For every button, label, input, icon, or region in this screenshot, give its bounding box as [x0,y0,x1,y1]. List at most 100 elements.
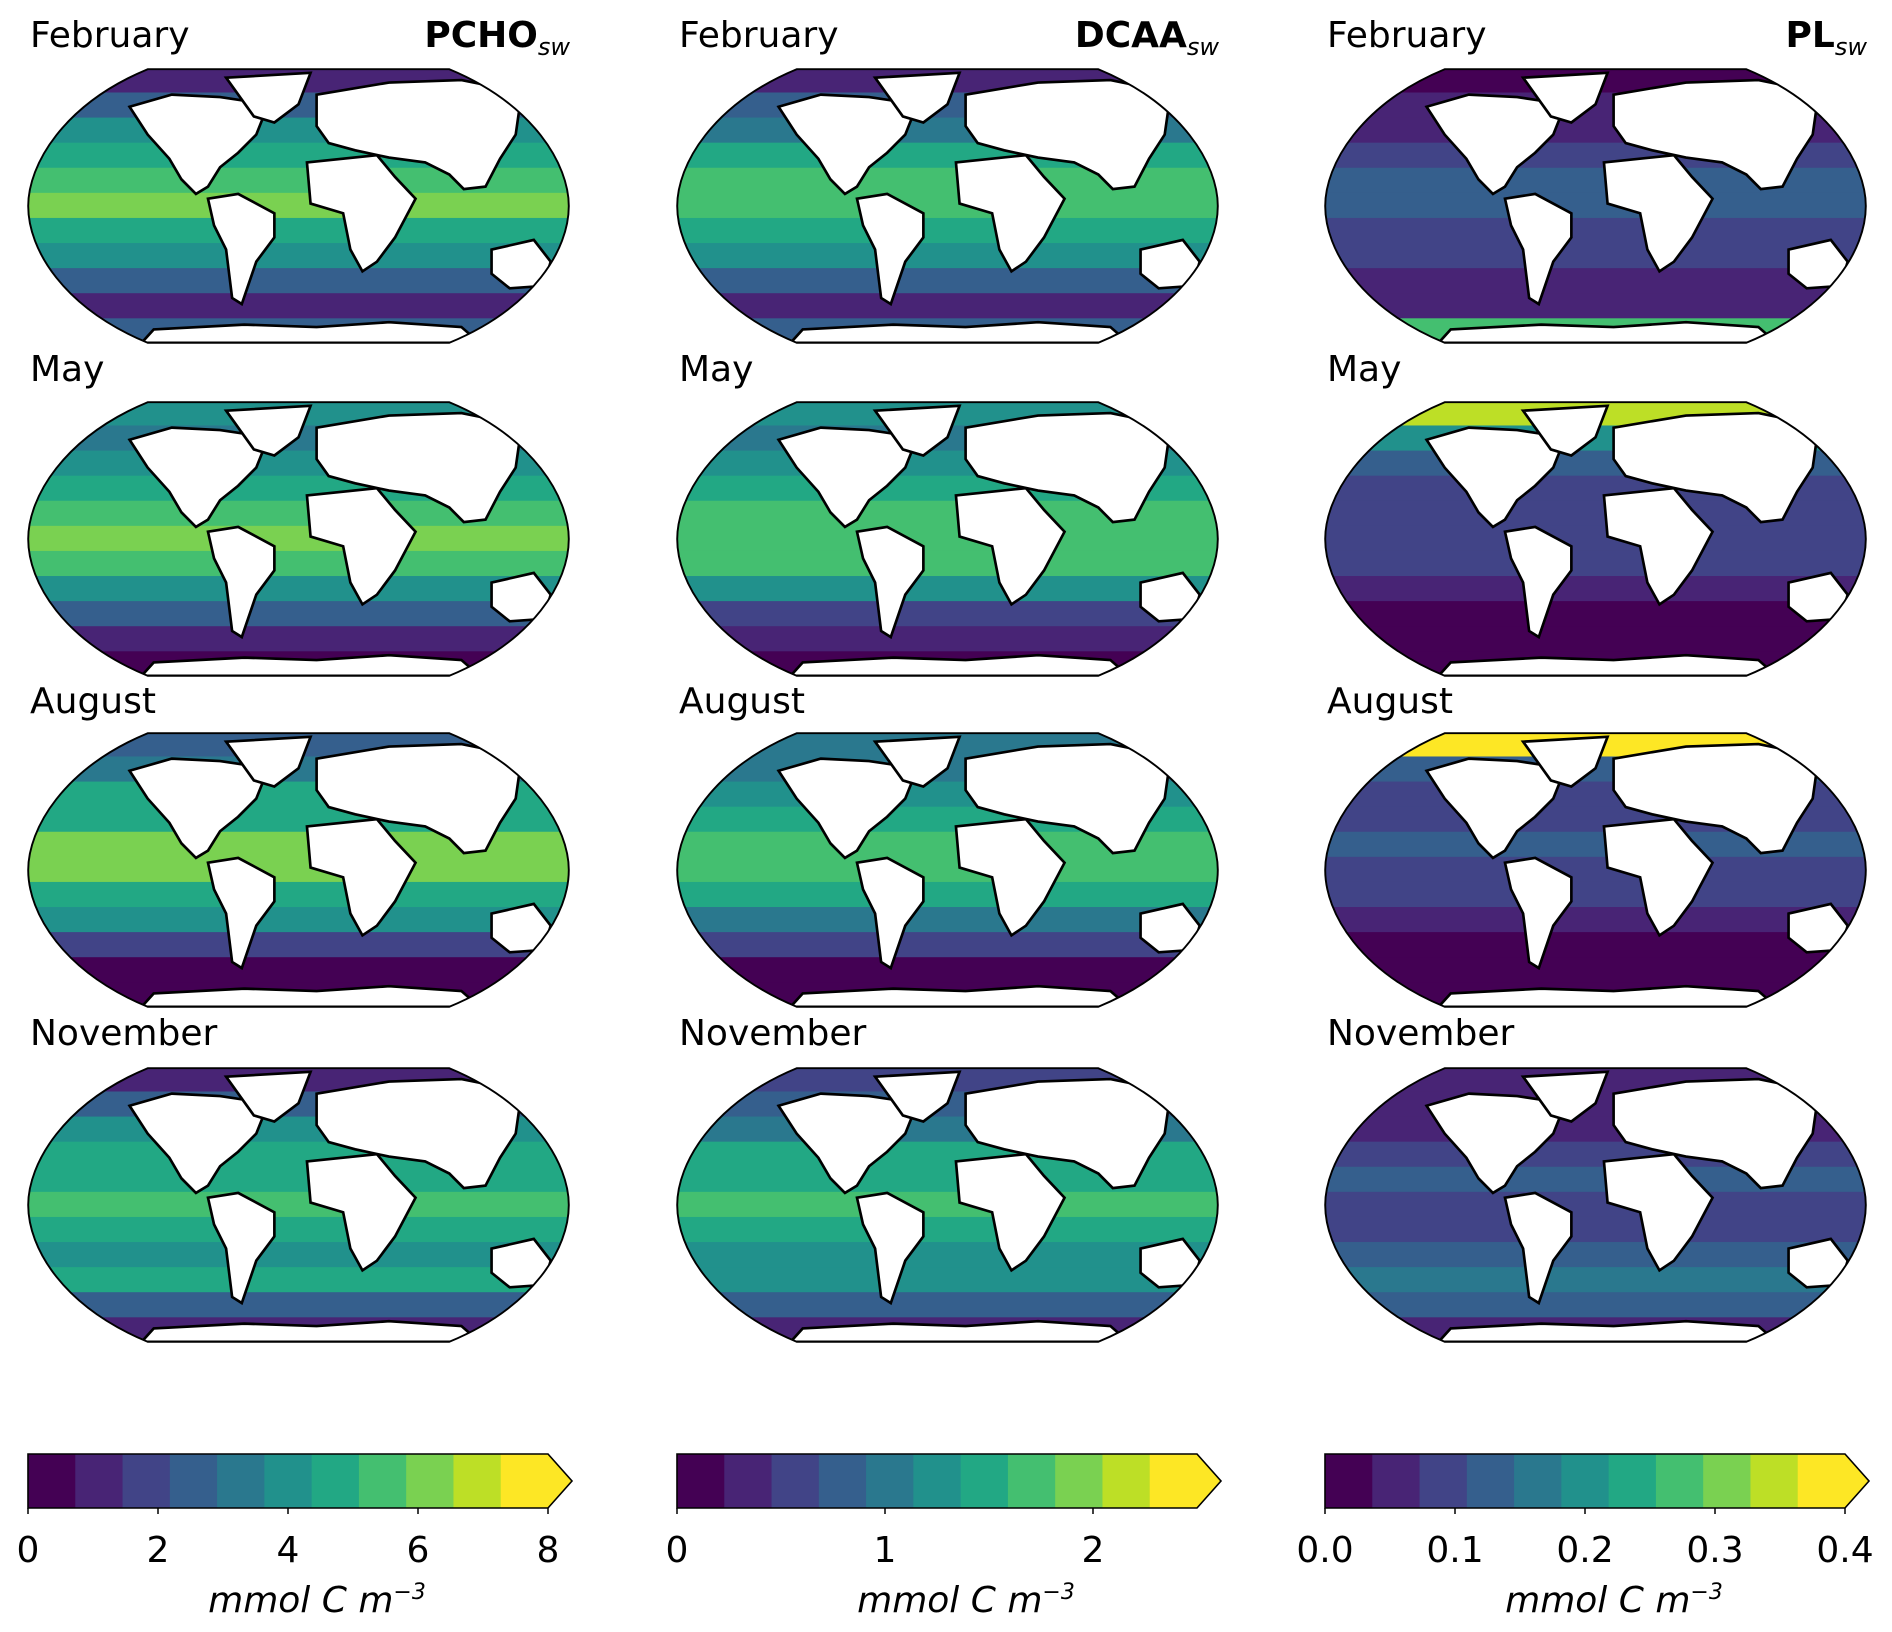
land-greenland [1520,1070,1610,1123]
zonal-band [677,1191,1218,1219]
map-frame [676,1067,1219,1343]
zonal-band [1325,601,1866,628]
land-south-america [855,1191,925,1306]
land-south-america [206,1191,276,1306]
land-africa [305,817,418,938]
land-africa [305,486,418,607]
zonal-band [677,856,1218,884]
colorbar-tick-label: 0.4 [1816,1530,1874,1571]
land-north-america [127,426,271,529]
month-label: February [679,15,839,56]
colorbar-tick-label: 1 [873,1530,897,1571]
colorbar-segment [1372,1454,1421,1508]
map-dcaa-february [676,68,1219,344]
zonal-band [28,856,569,884]
month-label: May [679,349,754,390]
land-north-america [776,757,920,860]
zonal-band [28,243,569,270]
land-greenland [1520,735,1610,788]
zonal-band [677,932,1218,959]
variable-name: DCAA [1074,15,1187,56]
zonal-band [1325,268,1866,295]
colorbar-segment [818,1454,867,1508]
colorbar-outline [676,1453,1223,1509]
land-greenland [872,1070,962,1123]
zonal-band [28,907,569,934]
colorbar-segment [960,1454,1009,1508]
zonal-band [677,1216,1218,1244]
map-frame [676,68,1219,344]
zonal-band [1325,626,1866,653]
land-south-america [206,525,276,640]
colorbar-segment [122,1454,171,1508]
variable-title: DCAAsw [676,15,1219,60]
colorbar-extend-arrow [1797,1454,1869,1508]
zonal-band [677,192,1218,220]
land-south-america [855,856,925,971]
colorbar-segment [1007,1454,1056,1508]
map-dcaa-august [676,732,1219,1008]
colorbar-tick-label: 0.2 [1556,1530,1614,1571]
variable-name: PL [1785,15,1835,56]
map-frame [676,732,1219,1008]
land-antarctica [1435,1319,1781,1342]
land-antarctica [1435,320,1781,343]
colorbar-segment [866,1454,914,1508]
land-africa [1602,1152,1715,1273]
land-antarctica [1435,653,1781,676]
map-pcho-august [27,732,570,1008]
colorbar-segment [1655,1454,1704,1508]
zonal-band [28,550,569,578]
zonal-band [1325,1191,1866,1219]
zonal-band [28,881,569,909]
colorbar-segment [1750,1454,1799,1508]
colorbar-segment [1466,1454,1515,1508]
variable-title: PCHOsw [27,18,570,60]
zonal-band [28,217,569,245]
zonal-band [677,576,1218,603]
map-pcho-may [27,401,570,677]
land-greenland [223,735,313,788]
map-dcaa-november [676,1067,1219,1343]
colorbar-segment [677,1454,725,1508]
colorbar-pcho [27,1453,574,1514]
land-south-america [206,856,276,971]
land-africa [1602,817,1715,938]
colorbar-segment [1703,1454,1751,1508]
unit-exponent: −3 [1690,1580,1723,1605]
colorbar-tick-label: 6 [406,1530,430,1571]
colorbar-tick-label: 0.3 [1686,1530,1744,1571]
zonal-band [1325,217,1866,245]
land-antarctica [787,984,1133,1007]
zonal-band [677,550,1218,578]
zonal-band [28,932,569,959]
colorbar-segment [217,1454,265,1508]
colorbar-segment [1325,1454,1373,1508]
map-frame [1324,401,1867,677]
colorbar-segment [724,1454,773,1508]
colorbar-segment [358,1454,407,1508]
land-greenland [872,735,962,788]
land-africa [305,1152,418,1273]
zonal-band [1325,932,1866,959]
land-africa [1602,486,1715,607]
land-antarctica [138,653,484,676]
land-africa [954,817,1067,938]
zonal-band [28,1191,569,1219]
unit-text: mmol C m [857,1580,1043,1621]
colorbar-outline [1324,1453,1871,1509]
land-africa [1602,153,1715,274]
map-frame [1324,1067,1867,1343]
zonal-band [677,1267,1218,1294]
colorbar-segment [1561,1454,1610,1508]
land-antarctica [787,1319,1133,1342]
land-south-america [855,192,925,307]
variable-title: PLsw [1324,15,1867,60]
land-greenland [872,71,962,124]
zonal-band [28,525,569,553]
colorbar-segment [75,1454,124,1508]
land-north-america [1424,757,1568,860]
map-dcaa-may [676,401,1219,677]
land-north-america [776,1092,920,1195]
land-africa [305,153,418,274]
